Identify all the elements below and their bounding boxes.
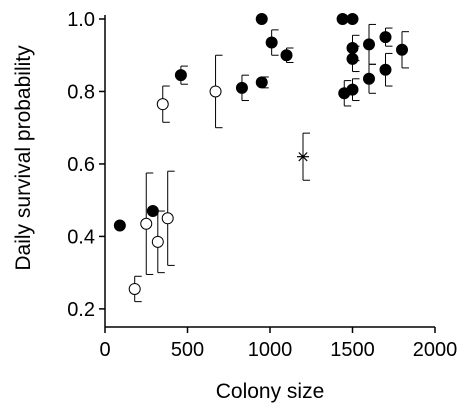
data-point-filled <box>363 72 375 85</box>
data-point-open <box>161 212 174 225</box>
y-tick-label: 0.8 <box>67 81 95 103</box>
data-point-filled <box>336 13 349 25</box>
data-point-filled <box>379 31 392 44</box>
data-point-filled <box>235 81 248 94</box>
data-point-open <box>209 85 222 98</box>
data-point-filled <box>379 63 392 76</box>
data-point-filled <box>396 43 408 56</box>
data-point-filled <box>265 36 278 49</box>
data-point-filled <box>363 38 375 51</box>
y-tick-label: 0.6 <box>67 154 95 176</box>
data-point-filled <box>280 49 293 62</box>
axes: 0 500 1000 1500 2000 0.2 0.4 0.6 0.8 1.0 <box>67 9 457 361</box>
asterisk-stroke <box>298 152 308 162</box>
x-axis-label: Colony size <box>216 380 325 403</box>
data-point-filled <box>346 83 359 96</box>
x-tick-label: 2000 <box>413 339 458 361</box>
data-point-filled <box>255 13 268 25</box>
data-point-filled <box>346 52 359 65</box>
data-point-asterisk <box>297 152 309 162</box>
data-point-filled <box>146 205 159 218</box>
x-tick-label: 0 <box>99 339 110 361</box>
y-tick-label: 1.0 <box>67 9 95 31</box>
x-tick-label: 1000 <box>248 339 293 361</box>
y-tick-label: 0.4 <box>67 226 95 248</box>
x-tick-label: 1500 <box>330 339 375 361</box>
data-point-filled <box>113 219 126 232</box>
data-point-open <box>156 98 169 111</box>
data-point-open <box>140 217 153 230</box>
data-point-filled <box>346 13 359 25</box>
data-point-filled <box>255 76 268 89</box>
data-marks <box>113 13 409 303</box>
data-point-open <box>128 282 141 295</box>
data-point-open <box>151 235 164 248</box>
y-tick-label: 0.2 <box>67 299 95 321</box>
y-axis-label: Daily survival probability <box>12 45 35 271</box>
data-point-filled <box>174 69 187 82</box>
x-tick-label: 500 <box>171 339 204 361</box>
